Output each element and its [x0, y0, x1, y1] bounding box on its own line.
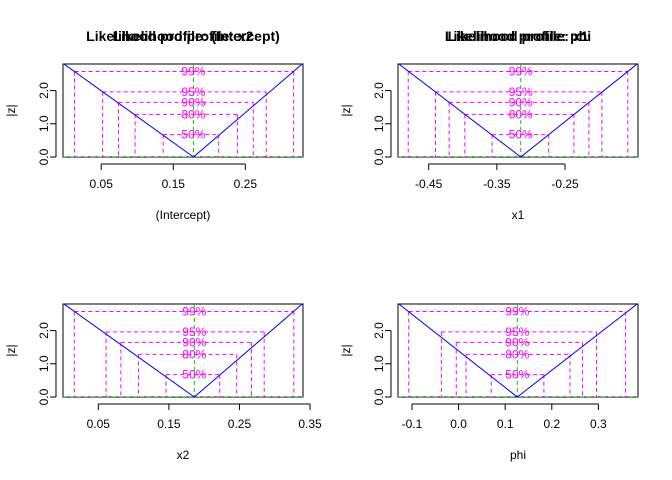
x-axis-label: phi — [510, 448, 526, 462]
y-axis-label: |z| — [339, 104, 353, 116]
x-axis: 0.05 0.15 0.25 — [90, 163, 258, 191]
y-tick-label: 2.0 — [37, 322, 51, 339]
chart-title: Likelihood profile: phi — [445, 28, 591, 44]
level-label: 50% — [182, 368, 206, 382]
level-label: 50% — [509, 128, 533, 142]
panel-2: Likelihood profile: x1 x1 |z| 99% 95%90%80% 5… — [339, 28, 639, 222]
x-axis: -0.45 -0.35 -0.25 — [415, 163, 579, 191]
x-tick-label: -0.25 — [551, 177, 579, 191]
profile-line — [398, 64, 638, 157]
y-axis-label: |z| — [4, 344, 18, 356]
x-tick-label: 0.0 — [450, 417, 467, 431]
x-tick-label: 0.35 — [298, 417, 322, 431]
x-axis-label: x1 — [512, 208, 525, 222]
level-label: 95% — [505, 325, 529, 339]
level-label: 80% — [509, 107, 533, 121]
y-axis-label: |z| — [4, 104, 18, 116]
level-label: 50% — [505, 368, 529, 382]
y-tick-label: 0.0 — [372, 388, 386, 405]
x-tick-label: 0.05 — [90, 177, 114, 191]
x-tick-label: 0.15 — [162, 177, 186, 191]
level-label: 80% — [181, 107, 205, 121]
plot-area: 99% 95%90%80% 50% — [398, 304, 638, 397]
y-axis: 0.0 1.0 2.0 — [372, 322, 392, 405]
chart-title: Likelihood profile: x1 — [448, 28, 589, 44]
level-label: 80% — [182, 347, 206, 361]
x-axis: -0.1 0.0 0.1 0.2 0.3 — [402, 403, 607, 431]
plot-area: 99% 95%90%80% 50% — [63, 64, 303, 157]
x-tick-label: 0.25 — [228, 417, 252, 431]
profile-line — [63, 64, 303, 157]
x-tick-label: -0.1 — [402, 417, 423, 431]
x-axis-label: (Intercept) — [156, 208, 211, 222]
level-label: 95% — [182, 325, 206, 339]
level-label: 90% — [182, 335, 206, 349]
y-tick-label: 0.0 — [37, 388, 51, 405]
y-axis-label: |z| — [339, 344, 353, 356]
y-tick-label: 0.0 — [37, 148, 51, 165]
y-tick-label: 0.0 — [372, 148, 386, 165]
x-tick-label: 0.1 — [497, 417, 514, 431]
y-tick-label: 2.0 — [372, 82, 386, 99]
y-tick-label: 1.0 — [37, 355, 51, 372]
y-tick-label: 1.0 — [372, 355, 386, 372]
x-tick-label: 0.25 — [234, 177, 258, 191]
panel-1: Likelihood profile: (Intercept) (Intercep… — [4, 28, 304, 222]
plot-area: 99% 95%90%80% 50% — [63, 304, 303, 397]
level-label: 95% — [509, 85, 533, 99]
level-label: 95% — [181, 85, 205, 99]
level-label: 99% — [182, 304, 206, 318]
level-label: 99% — [509, 64, 533, 78]
panel-3: Likelihood profile: x2x2|z|99%95%90%80%5… — [4, 28, 322, 462]
level-label: 90% — [181, 95, 205, 109]
x-axis-label: x2 — [177, 448, 190, 462]
profile-line — [63, 304, 303, 397]
level-label: 50% — [181, 128, 205, 142]
y-axis: 0.0 1.0 2.0 — [37, 322, 57, 405]
level-label: 99% — [505, 304, 529, 318]
panel-4: Likelihood profile: phiphi|z|99%95%90%80… — [339, 28, 639, 462]
level-label: 80% — [505, 347, 529, 361]
y-tick-label: 2.0 — [37, 82, 51, 99]
y-tick-label: 1.0 — [372, 115, 386, 132]
y-tick-label: 2.0 — [372, 322, 386, 339]
x-axis: 0.05 0.15 0.25 0.35 — [87, 403, 322, 431]
x-tick-label: 0.05 — [87, 417, 111, 431]
x-tick-label: 0.15 — [157, 417, 181, 431]
x-tick-label: 0.3 — [590, 417, 607, 431]
x-tick-label: -0.35 — [483, 177, 511, 191]
profile-line — [398, 304, 638, 397]
y-axis: 0.0 1.0 2.0 — [372, 82, 392, 165]
level-label: 90% — [509, 95, 533, 109]
x-tick-label: -0.45 — [415, 177, 443, 191]
level-label: 99% — [181, 64, 205, 78]
chart-title: Likelihood profile: x2 — [113, 28, 254, 44]
x-tick-label: 0.2 — [543, 417, 560, 431]
chart-title: Likelihood profile: (Intercept) — [86, 28, 280, 44]
y-tick-label: 1.0 — [37, 115, 51, 132]
level-label: 90% — [505, 335, 529, 349]
y-axis: 0.0 1.0 2.0 — [37, 82, 57, 165]
plot-area: 99% 95%90%80% 50% — [398, 64, 638, 157]
